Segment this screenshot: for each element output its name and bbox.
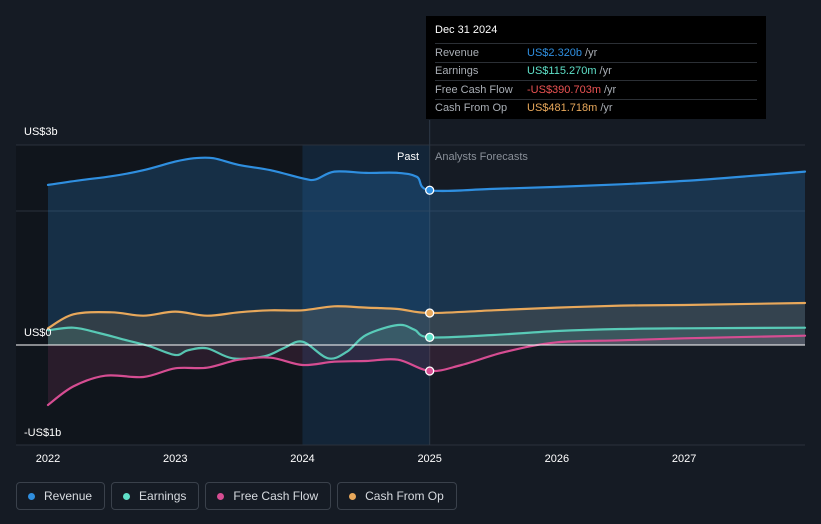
past-label: Past: [397, 151, 419, 163]
chart-text-layer: US$3b US$0 -US$1b Past Analysts Forecast…: [24, 126, 528, 439]
y-label-bottom: -US$1b: [24, 427, 61, 439]
legend-label: Cash From Op: [365, 489, 444, 503]
legend-label: Earnings: [139, 489, 187, 503]
x-axis-ticks: 2022 2023 2024 2025 2026 2027: [36, 453, 697, 465]
forecast-label: Analysts Forecasts: [435, 151, 528, 163]
x-tick-label: 2026: [545, 453, 569, 465]
x-tick-label: 2023: [163, 453, 187, 465]
tooltip-row-cash-from-op: Cash From Op US$481.718m /yr: [435, 98, 757, 118]
x-tick-label: 2022: [36, 453, 60, 465]
marker-revenue: [425, 185, 435, 195]
area-revenue: [48, 157, 805, 345]
x-tick-label: 2027: [672, 453, 696, 465]
tooltip-value: US$481.718m: [527, 102, 598, 115]
tooltip-unit: /yr: [604, 83, 617, 96]
legend: Revenue Earnings Free Cash Flow Cash Fro…: [16, 482, 457, 510]
line-cash-from-op: [46, 301, 807, 330]
tooltip-label: Free Cash Flow: [435, 83, 513, 96]
marker-free-cash-flow: [425, 366, 435, 376]
marker-earnings: [425, 332, 435, 342]
chart-background-layer: [16, 120, 805, 446]
tooltip-unit: /yr: [600, 102, 613, 115]
tooltip-row-free-cash-flow: Free Cash Flow -US$390.703m /yr: [435, 80, 757, 99]
tooltip-row-earnings: Earnings US$115.270m /yr: [435, 61, 757, 81]
legend-item-cash-from-op[interactable]: Cash From Op: [337, 482, 457, 510]
legend-dot-icon: [28, 492, 35, 500]
tooltip-value: -US$390.703m: [527, 83, 601, 96]
line-revenue: [46, 156, 807, 193]
tooltip-value: US$115.270m: [527, 65, 597, 78]
legend-label: Revenue: [44, 489, 93, 503]
tooltip-label: Revenue: [435, 46, 480, 59]
tooltip-label: Earnings: [435, 65, 479, 78]
tooltip-unit: /yr: [599, 65, 612, 78]
marker-cash-from-op: [425, 308, 435, 318]
tooltip: Dec 31 2024 Revenue US$2.320b /yr Earnin…: [426, 16, 766, 119]
legend-label: Free Cash Flow: [233, 489, 319, 503]
legend-dot-icon: [123, 492, 131, 500]
tooltip-row-revenue: Revenue US$2.320b /yr: [435, 43, 757, 62]
tooltip-unit: /yr: [585, 46, 598, 59]
tooltip-label: Cash From Op: [435, 102, 508, 115]
legend-item-free-cash-flow[interactable]: Free Cash Flow: [205, 482, 332, 510]
legend-item-earnings[interactable]: Earnings: [111, 482, 200, 510]
area-earnings: [48, 324, 805, 359]
y-label-zero: US$0: [24, 327, 52, 339]
legend-item-revenue[interactable]: Revenue: [16, 482, 106, 510]
legend-dot-icon: [349, 492, 357, 500]
x-tick-label: 2024: [290, 453, 314, 465]
line-free-cash-flow: [46, 334, 807, 407]
highlight-region: [302, 145, 430, 445]
tooltip-date: Dec 31 2024: [435, 24, 498, 36]
chart-marker-layer: [16, 185, 805, 376]
y-label-top: US$3b: [24, 126, 58, 138]
x-tick-label: 2025: [417, 453, 441, 465]
legend-dot-icon: [217, 492, 225, 500]
tooltip-value: US$2.320b: [527, 46, 583, 59]
